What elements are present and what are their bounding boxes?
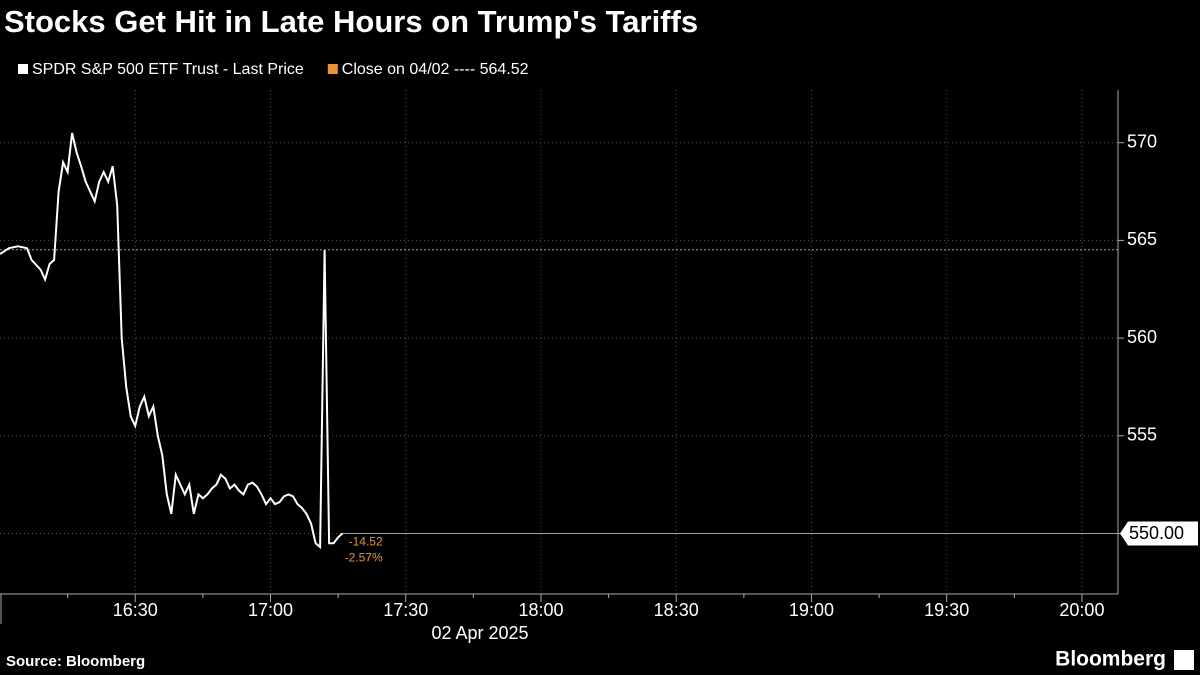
x-tick-label: 17:30 (383, 600, 428, 620)
price-line (0, 132, 344, 550)
last-value-tag (1120, 521, 1198, 546)
y-tick-label: 570 (1127, 131, 1157, 151)
change-label: -14.52 (349, 535, 383, 549)
source: Source: Bloomberg (6, 653, 145, 670)
x-tick-label: 20:00 (1059, 600, 1104, 620)
x-tick-label: 18:30 (654, 600, 699, 620)
change-pct-label: -2.57% (345, 551, 383, 565)
legend-label: SPDR S&P 500 ETF Trust - Last Price (32, 61, 304, 78)
legend-swatch (18, 64, 28, 74)
x-axis-label: 02 Apr 2025 (431, 623, 528, 643)
x-tick-label: 19:00 (789, 600, 834, 620)
legend-swatch (327, 64, 338, 74)
x-tick-label: 18:00 (518, 600, 563, 620)
brand: Bloomberg (1055, 648, 1166, 671)
y-tick-label: 560 (1127, 327, 1157, 347)
last-value-label: 550.00 (1129, 523, 1184, 543)
x-tick-label: 16:30 (113, 600, 158, 620)
chart-title: Stocks Get Hit in Late Hours on Trump's … (4, 4, 698, 39)
legend-label: Close on 04/02 ---- 564.52 (342, 61, 529, 78)
brand-icon (1174, 650, 1194, 670)
x-tick-label: 19:30 (924, 600, 969, 620)
y-tick-label: 565 (1127, 229, 1157, 249)
y-tick-label: 555 (1127, 425, 1157, 445)
x-tick-label: 17:00 (248, 600, 293, 620)
